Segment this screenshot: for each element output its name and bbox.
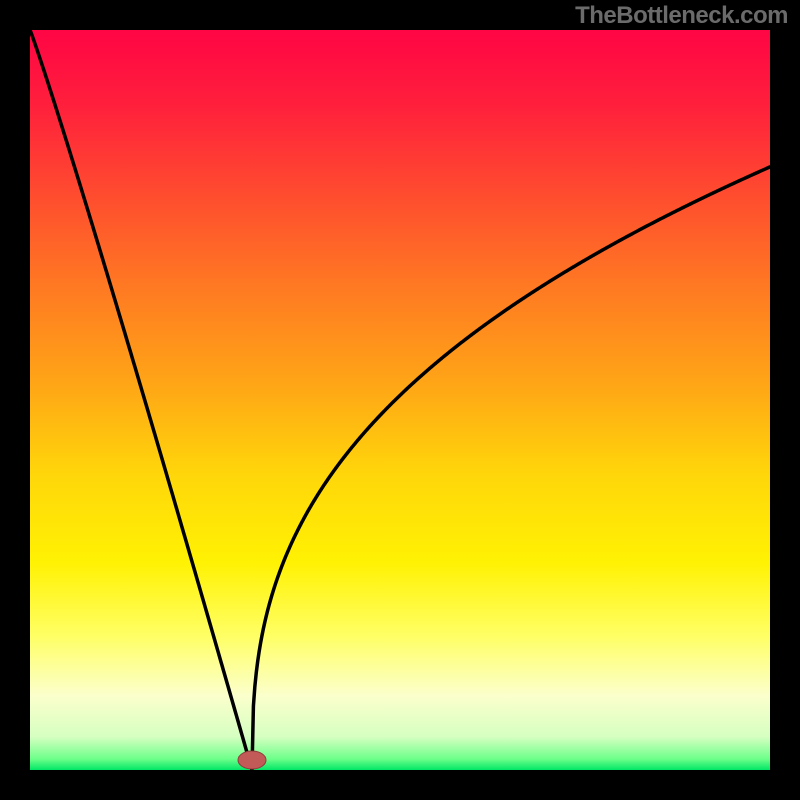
plot-background [30, 30, 770, 770]
bottleneck-chart [0, 0, 800, 800]
minimum-marker [238, 751, 266, 769]
chart-container: TheBottleneck.com [0, 0, 800, 800]
watermark-text: TheBottleneck.com [575, 2, 788, 30]
